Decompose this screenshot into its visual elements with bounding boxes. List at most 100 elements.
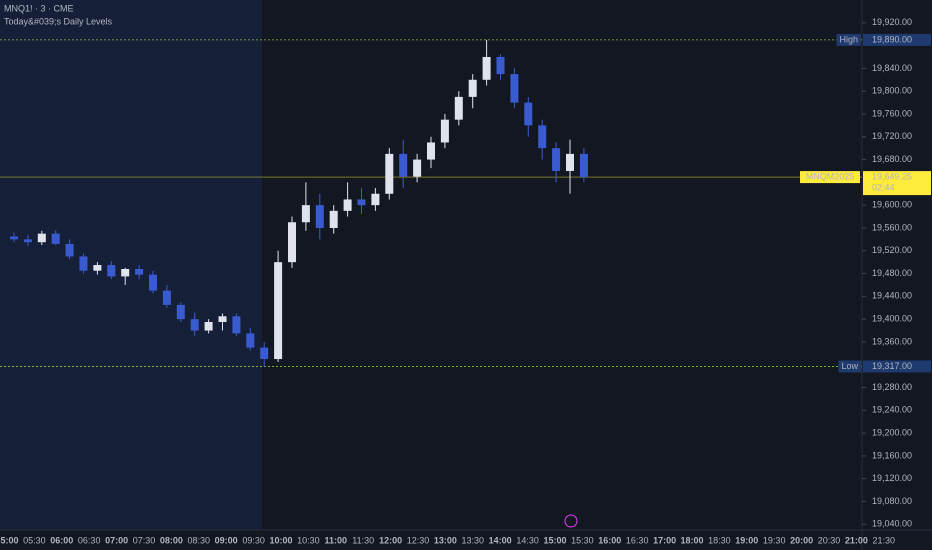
x-tick-label: 10:30: [297, 535, 320, 545]
candle-body: [204, 321, 213, 331]
y-tick-label: 19,760.00: [872, 108, 912, 118]
x-tick-label: 19:00: [735, 535, 758, 545]
x-tick-label: 13:30: [462, 535, 485, 545]
level-name-bg: [838, 360, 862, 373]
candle-body: [427, 142, 435, 160]
candle-body: [413, 159, 422, 177]
candle-body: [385, 153, 394, 194]
candle-body: [79, 256, 88, 271]
x-tick-label: 07:30: [133, 535, 156, 545]
x-tick-label: 11:30: [352, 535, 374, 545]
level-value-bg: [863, 33, 931, 46]
candle-body: [357, 199, 366, 206]
y-tick-label: 19,200.00: [872, 427, 912, 437]
level-name: Low: [841, 361, 858, 371]
candle-body: [579, 153, 588, 178]
x-tick-label: 19:30: [763, 535, 786, 545]
session-shade: [0, 0, 262, 530]
candle-body: [329, 210, 338, 228]
y-tick-label: 19,400.00: [872, 314, 912, 324]
candle-body: [538, 125, 547, 149]
candle-body: [65, 243, 74, 257]
x-tick-label: 05:00: [0, 535, 19, 545]
candle-body: [246, 333, 255, 348]
x-tick-label: 09:00: [215, 535, 238, 545]
candle-body: [260, 347, 269, 360]
x-tick-label: 06:00: [50, 535, 73, 545]
candle-body: [23, 239, 32, 243]
x-tick-label: 15:00: [543, 535, 566, 545]
x-tick-label: 17:00: [653, 535, 676, 545]
level-value-bg: [863, 360, 931, 373]
x-tick-label: 09:30: [242, 535, 265, 545]
candle-body: [93, 265, 102, 271]
y-tick-label: 19,520.00: [872, 245, 912, 255]
candle-body: [454, 96, 463, 120]
x-tick-label: 15:30: [571, 535, 594, 545]
candle-body: [566, 153, 574, 171]
x-tick-label: 14:00: [489, 535, 512, 545]
candle-body: [371, 193, 380, 206]
candle-body: [121, 268, 130, 277]
candle-body: [51, 233, 60, 244]
x-tick-label: 08:00: [160, 535, 183, 545]
candle-body: [190, 319, 199, 331]
last-price: 19,649.25: [872, 171, 912, 181]
x-tick-label: 11:00: [325, 535, 348, 545]
level-value: 19,317.00: [872, 361, 912, 371]
candle-body: [440, 119, 449, 143]
event-icon[interactable]: [564, 514, 578, 528]
candle-body: [37, 233, 46, 243]
chart-subtitle: Today&#039;s Daily Levels: [4, 16, 113, 26]
level-value: 19,890.00: [872, 34, 912, 44]
y-tick-label: 19,720.00: [872, 131, 912, 141]
candle-body: [135, 268, 144, 275]
y-tick-label: 19,360.00: [872, 336, 912, 346]
y-tick-label: 19,160.00: [872, 450, 912, 460]
candle-body: [10, 236, 18, 240]
candle-body: [343, 199, 352, 211]
candle-body: [149, 274, 157, 291]
candle-body: [288, 222, 296, 263]
x-tick-label: 20:30: [818, 535, 841, 545]
symbol-name: MNQM2025: [806, 171, 855, 181]
y-tick-label: 19,920.00: [872, 17, 912, 27]
y-tick-label: 19,680.00: [872, 154, 912, 164]
candle-body: [162, 290, 171, 305]
x-tick-label: 20:00: [790, 535, 813, 545]
candle-body: [315, 205, 324, 228]
y-tick-label: 19,800.00: [872, 86, 912, 96]
candle-body: [301, 205, 310, 223]
countdown: 02:44: [872, 182, 895, 192]
candle-body: [232, 316, 241, 334]
level-name: High: [839, 34, 858, 44]
y-tick-label: 19,840.00: [872, 63, 912, 73]
y-tick-label: 19,280.00: [872, 382, 912, 392]
candle-body: [496, 56, 505, 75]
y-tick-label: 19,240.00: [872, 405, 912, 415]
x-tick-label: 21:30: [873, 535, 896, 545]
last-price-box: [863, 171, 931, 196]
candle-body: [468, 79, 477, 97]
x-tick-label: 21:00: [845, 535, 868, 545]
candle-body: [399, 153, 408, 177]
x-tick-label: 12:00: [379, 535, 402, 545]
candle-body: [274, 262, 283, 360]
y-tick-label: 19,440.00: [872, 291, 912, 301]
candle-body: [107, 265, 116, 277]
y-tick-label: 19,600.00: [872, 200, 912, 210]
x-tick-label: 10:00: [269, 535, 292, 545]
x-tick-label: 06:30: [78, 535, 101, 545]
candle-body: [176, 304, 185, 320]
symbol-tag: [800, 171, 860, 184]
x-tick-label: 08:30: [188, 535, 211, 545]
candle-body: [524, 102, 533, 126]
chart-title: MNQ1! · 3 · CME: [4, 3, 74, 13]
y-tick-label: 19,480.00: [872, 268, 912, 278]
level-name-bg: [836, 33, 861, 46]
x-tick-label: 05:30: [23, 535, 46, 545]
candle-body: [510, 74, 519, 103]
candle-body: [482, 56, 491, 80]
